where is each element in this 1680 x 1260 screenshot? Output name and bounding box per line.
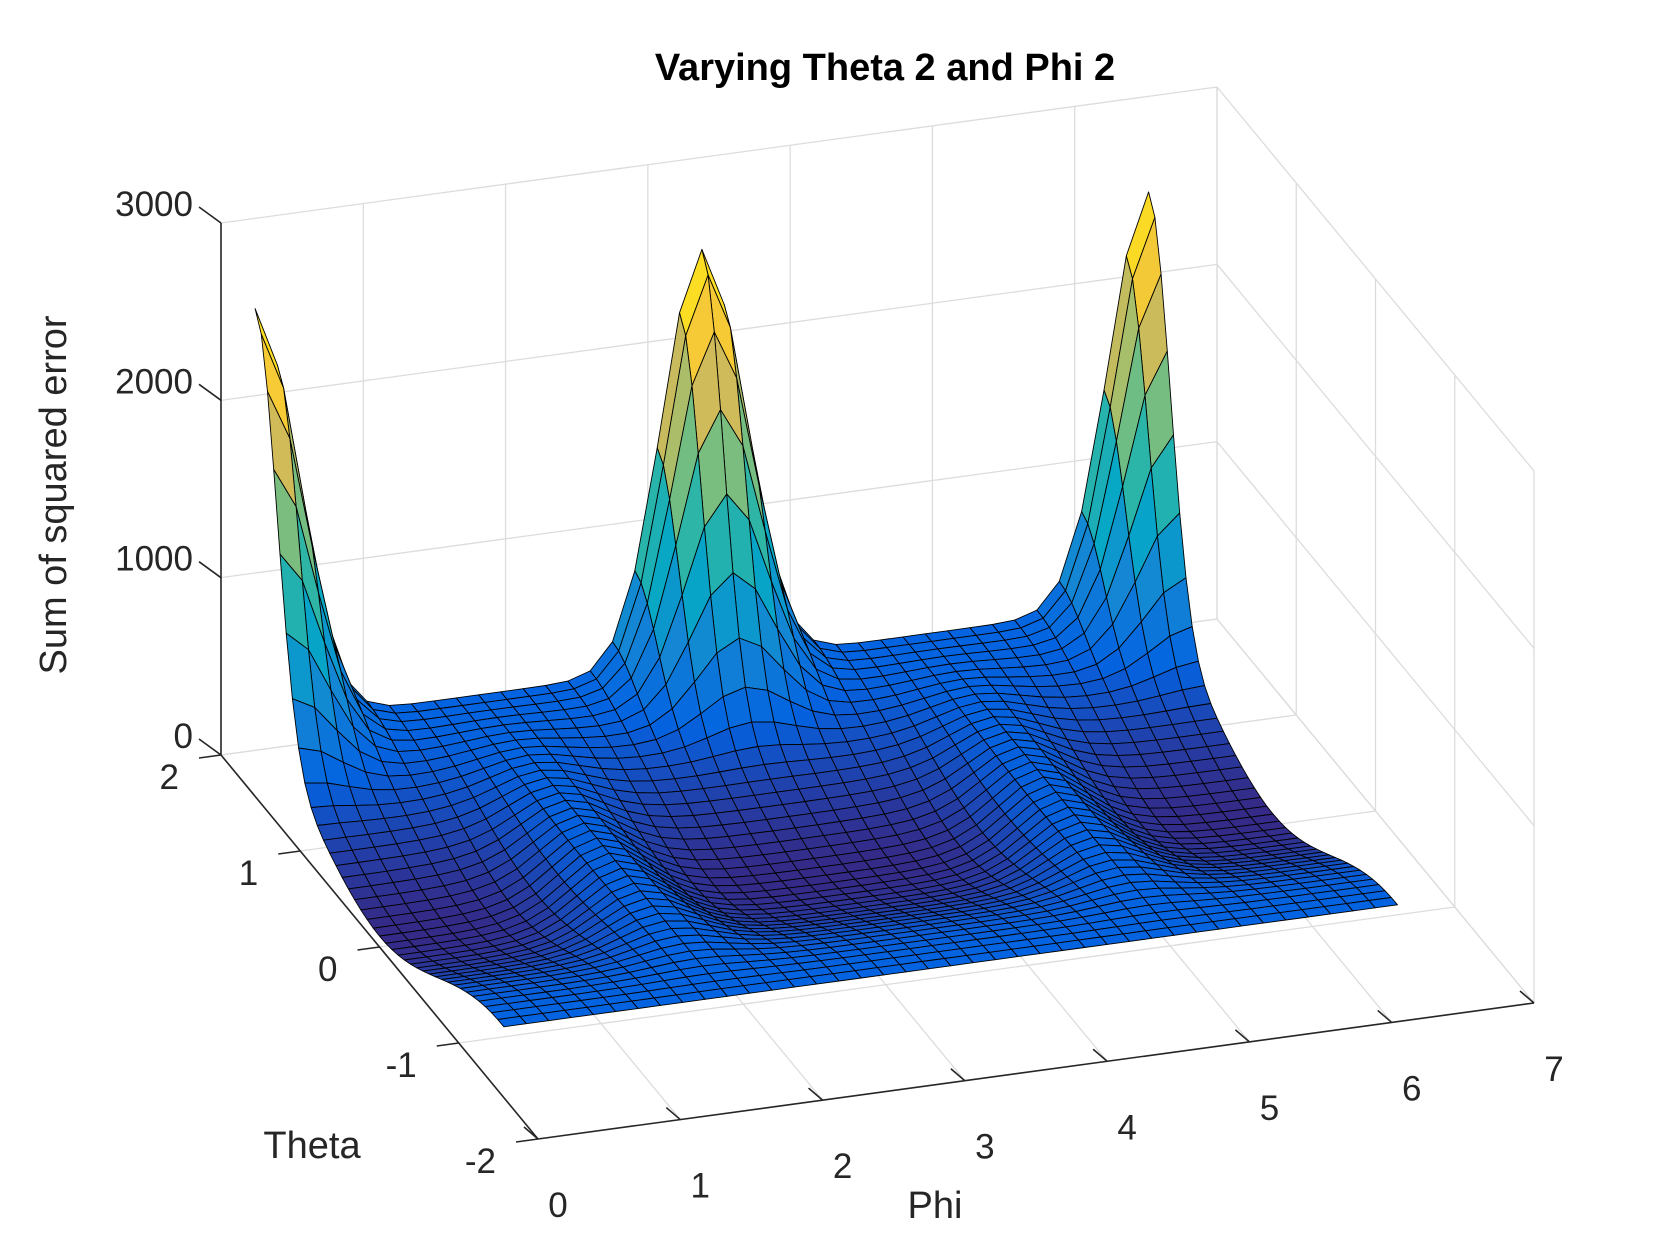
- grid-line: [1216, 86, 1535, 472]
- z-tick-mark: [198, 561, 222, 579]
- chart-title: Varying Theta 2 and Phi 2: [655, 47, 1115, 89]
- x-tick-label: 1: [691, 1167, 710, 1206]
- x-tick-label: 2: [833, 1147, 852, 1186]
- y-tick-mark: [515, 1138, 539, 1143]
- grid-line: [458, 906, 1455, 1044]
- x-tick-label: 7: [1544, 1050, 1563, 1089]
- y-tick-mark: [278, 850, 301, 855]
- x-tick-mark: [808, 1087, 824, 1101]
- x-tick-mark: [1092, 1048, 1108, 1062]
- z-tick-label: 2000: [115, 362, 193, 401]
- z-tick-label: 1000: [115, 540, 193, 579]
- z-axis-label: Sum of squared error: [33, 315, 75, 674]
- x-tick-mark: [950, 1068, 966, 1082]
- x-tick-mark: [1234, 1029, 1250, 1043]
- x-tick-mark: [665, 1106, 681, 1121]
- x-tick-mark: [1377, 1009, 1393, 1024]
- x-tick-label: 0: [548, 1186, 567, 1225]
- y-tick-mark: [357, 946, 380, 951]
- x-tick-mark: [1519, 990, 1535, 1004]
- x-tick-label: 4: [1117, 1108, 1136, 1147]
- y-tick-label: 0: [318, 950, 337, 989]
- grid-layer: [220, 86, 1535, 1140]
- grid-line: [1216, 263, 1535, 649]
- y-tick-label: 2: [160, 758, 179, 797]
- y-tick-mark: [198, 754, 222, 759]
- z-tick-label: 3000: [115, 185, 193, 224]
- grid-line: [220, 86, 1218, 224]
- z-tick-mark: [198, 738, 222, 756]
- y-tick-mark: [436, 1042, 459, 1047]
- z-tick-mark: [198, 206, 222, 224]
- surface-patch: [497, 1015, 527, 1028]
- x-tick-label: 3: [975, 1128, 994, 1167]
- z-tick-label: 0: [174, 717, 193, 756]
- surface: [254, 191, 1398, 1028]
- x-tick-label: 5: [1260, 1089, 1279, 1128]
- x-axis-line: [537, 1002, 1535, 1140]
- y-axis-label: Theta: [263, 1125, 361, 1167]
- x-axis-label: Phi: [908, 1185, 963, 1227]
- z-tick-mark: [198, 383, 222, 401]
- x-tick-mark: [523, 1126, 539, 1140]
- y-tick-label: 1: [239, 854, 258, 893]
- y-tick-label: -2: [465, 1142, 496, 1181]
- y-tick-label: -1: [386, 1046, 417, 1085]
- grid-line: [1216, 441, 1535, 827]
- x-tick-label: 6: [1402, 1069, 1421, 1108]
- grid-line: [1216, 618, 1535, 1004]
